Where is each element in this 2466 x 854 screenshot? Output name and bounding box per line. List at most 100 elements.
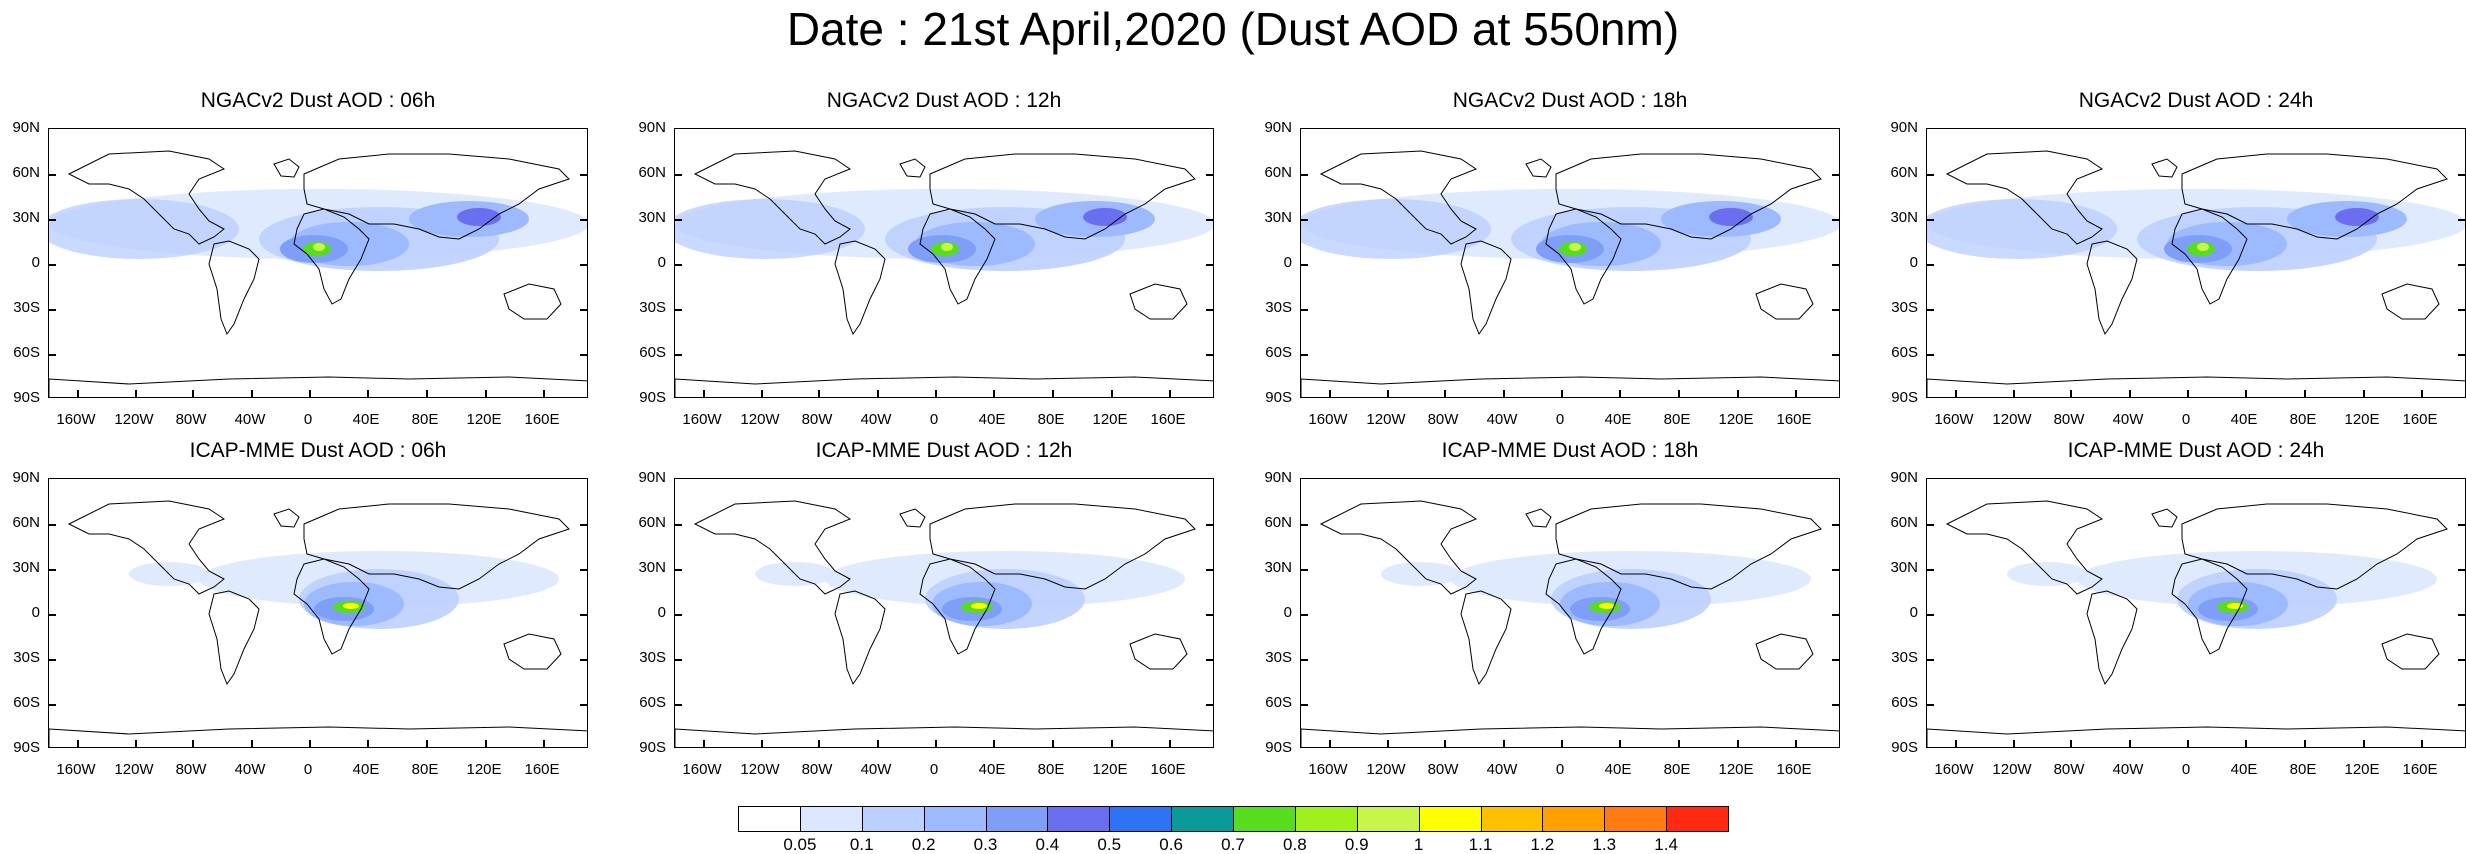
lat-tick: [1206, 354, 1213, 356]
lon-tick: [2013, 740, 2015, 747]
lon-tick: [1444, 390, 1446, 397]
lon-tick: [1503, 390, 1505, 397]
colorbar-swatch: [1418, 806, 1482, 832]
dust-aod-region: [1083, 208, 1127, 226]
lon-label: 40W: [1486, 411, 1518, 428]
lon-label: 160W: [1934, 761, 1974, 778]
colorbar-label: 1.3: [1592, 835, 1617, 854]
lon-label: 40W: [860, 761, 892, 778]
colorbar-swatch: [985, 806, 1049, 832]
map-frame: [48, 478, 588, 748]
lon-label: 120W: [1366, 411, 1406, 428]
lat-label: 60N: [1264, 164, 1292, 181]
panel-title: ICAP-MME Dust AOD : 24h: [2067, 439, 2325, 462]
dust-aod-map: [675, 150, 1213, 397]
colorbar-swatch: [1542, 806, 1606, 832]
lat-label: 30N: [1264, 209, 1292, 226]
coastline: [293, 208, 370, 305]
panel-title: ICAP-MME Dust AOD : 18h: [1441, 439, 1699, 462]
colorbar-label: 0.4: [1035, 835, 1060, 854]
lon-tick: [1561, 740, 1563, 747]
coastline: [1525, 508, 1552, 528]
lon-tick: [2304, 740, 2306, 747]
lat-label: 30N: [1890, 209, 1918, 226]
lon-label: 80E: [411, 411, 439, 428]
coastline: [1301, 376, 1839, 397]
dust-aod-map: [49, 150, 587, 397]
lon-tick: [761, 390, 763, 397]
coastline: [67, 150, 226, 245]
lon-tick: [1329, 390, 1331, 397]
colorbar-swatch: [1356, 806, 1420, 832]
coastline: [273, 508, 300, 528]
dust-aod-region: [971, 603, 987, 609]
lat-tick: [1206, 569, 1213, 571]
lon-tick: [2070, 740, 2072, 747]
coastline: [899, 508, 926, 528]
lat-tick: [49, 264, 56, 266]
lat-label: 90S: [639, 389, 666, 406]
dust-aod-map: [1301, 150, 1839, 397]
dust-aod-region: [1301, 199, 1491, 259]
lat-tick: [1927, 659, 1934, 661]
lon-tick: [1052, 390, 1054, 397]
lon-tick: [993, 740, 995, 747]
lat-tick: [580, 659, 587, 661]
coastline: [2381, 283, 2440, 320]
lon-label: 120E: [466, 411, 502, 428]
coastline: [834, 590, 886, 686]
coastline: [2171, 208, 2248, 305]
lat-tick: [1301, 569, 1308, 571]
dust-aod-region: [675, 199, 865, 259]
lon-label: 120W: [114, 761, 154, 778]
lat-tick: [1301, 309, 1308, 311]
lat-tick: [1301, 219, 1308, 221]
lat-label: 60N: [1890, 164, 1918, 181]
coastline: [2181, 503, 2448, 590]
lat-tick: [1206, 704, 1213, 706]
lat-tick: [1206, 659, 1213, 661]
lon-label: 120E: [1718, 411, 1754, 428]
lon-tick: [1387, 740, 1389, 747]
colorbar-label: 0.8: [1283, 835, 1307, 854]
lat-tick: [49, 569, 56, 571]
lat-tick: [1206, 524, 1213, 526]
lon-label: 120E: [1092, 761, 1128, 778]
coastline: [1319, 150, 1478, 245]
lon-tick: [2363, 390, 2365, 397]
lon-label: 120W: [740, 761, 780, 778]
colorbar-label: 1.4: [1654, 835, 1678, 854]
lon-label: 160E: [524, 411, 560, 428]
lon-tick: [2187, 390, 2189, 397]
coastline: [1301, 726, 1839, 747]
page-title: Date : 21st April,2020 (Dust AOD at 550n…: [786, 3, 1680, 55]
dust-aod-map: [1927, 500, 2465, 747]
lon-tick: [543, 740, 545, 747]
lat-tick: [1832, 219, 1839, 221]
lat-tick: [580, 264, 587, 266]
coastline: [49, 726, 587, 747]
colorbar-label: 0.1: [849, 835, 874, 854]
dust-aod-region: [313, 243, 325, 251]
dust-aod-map: [1927, 150, 2465, 397]
colorbar-label: 0.2: [911, 835, 936, 854]
lat-label: 60S: [639, 694, 666, 711]
colorbar-label: 0.5: [1097, 835, 1122, 854]
dust-aod-region: [49, 199, 239, 259]
lon-label: 0: [1555, 761, 1565, 778]
lon-tick: [2421, 740, 2423, 747]
lat-label: 30S: [1265, 649, 1292, 666]
lat-tick: [2458, 614, 2465, 616]
lon-label: 80W: [2053, 411, 2085, 428]
coastline: [834, 240, 886, 336]
colorbar-label: 1.1: [1468, 835, 1493, 854]
lon-tick: [1111, 390, 1113, 397]
lat-label: 0: [1909, 604, 1918, 621]
colorbar-label: 0.05: [783, 835, 817, 854]
lon-tick: [1619, 740, 1621, 747]
coastline: [1319, 500, 1478, 595]
lon-tick: [367, 740, 369, 747]
map-panel: ICAP-MME Dust AOD : 18h 90N 60N 30N 0 30S 60S 9…: [1264, 439, 1840, 788]
lon-label: 0: [2181, 411, 2191, 428]
coastline: [899, 158, 926, 178]
